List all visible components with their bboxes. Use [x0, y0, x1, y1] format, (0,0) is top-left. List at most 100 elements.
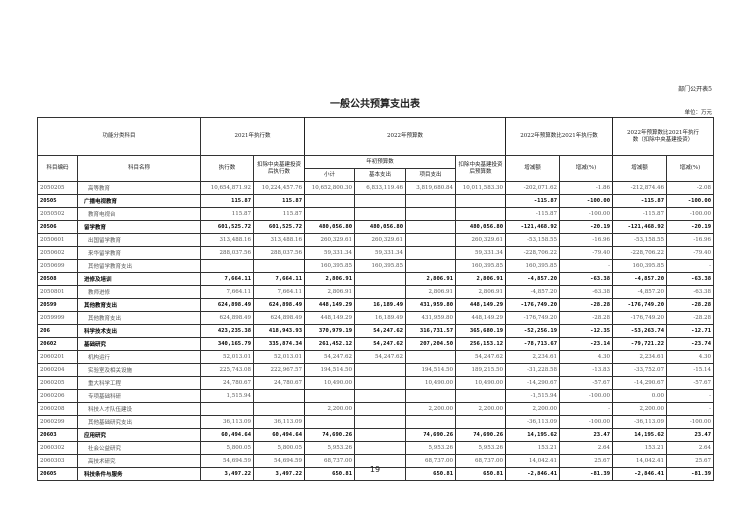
- row-name: 科学技术支出: [76, 324, 202, 338]
- table-row: 2050205 高等教育 10,654,871.92 10,224,457.76 10,…: [37, 181, 715, 195]
- row-value: 5,800.05: [253, 441, 306, 455]
- row-value: 5,800.05: [200, 441, 255, 455]
- row-value: 448,149.29: [304, 311, 356, 325]
- header-pct: 增减(%): [559, 155, 614, 182]
- row-value: -100.00: [666, 207, 715, 221]
- row-value: -63.38: [666, 272, 715, 286]
- row-value: -228,706.22: [612, 246, 668, 260]
- row-code: 2060302: [37, 441, 78, 455]
- row-value: -13.83: [559, 363, 614, 377]
- row-code: 20603: [37, 428, 78, 442]
- row-code: 2050502: [37, 207, 78, 221]
- row-value: 60,494.64: [200, 428, 255, 442]
- header-diff2: 增减额: [612, 155, 668, 182]
- row-value: -: [666, 402, 715, 416]
- row-name: 其他教育支出: [76, 311, 202, 325]
- row-code: 20599: [37, 298, 78, 312]
- budget-table: 功能分类科目 2021年执行数 2022年预算数 2022年预算数比2021年执…: [36, 117, 715, 481]
- row-value: 2,200.00: [304, 402, 356, 416]
- row-value: 260,329.61: [354, 233, 407, 247]
- row-value: 59,331.34: [304, 246, 356, 260]
- row-code: 2050601: [37, 233, 78, 247]
- table-row: 2060205 重大科学工程 24,780.67 24,780.67 10,490.00…: [37, 376, 715, 390]
- row-value: 480,056.80: [354, 220, 407, 234]
- row-value: 2,806.91: [455, 272, 507, 286]
- row-value: -78,713.67: [505, 337, 561, 351]
- row-value: -53,263.74: [612, 324, 668, 338]
- row-value: -63.38: [559, 285, 614, 299]
- table-row: 20602 基础研究 340,165.79 335,874.34 261,452.12 5…: [37, 337, 715, 351]
- row-value: [354, 285, 407, 299]
- row-value: 1,515.94: [200, 389, 255, 403]
- row-value: [354, 376, 407, 390]
- row-value: -53,158.55: [505, 233, 561, 247]
- row-value: 288,037.56: [200, 246, 255, 260]
- row-value: 624,898.49: [200, 311, 255, 325]
- row-value: 2,234.61: [505, 350, 561, 364]
- row-value: -212,874.46: [612, 181, 668, 195]
- row-name: 广播电视教育: [76, 194, 202, 208]
- row-value: 4.30: [559, 350, 614, 364]
- row-value: -15.14: [666, 363, 715, 377]
- row-value: -4,857.20: [505, 285, 561, 299]
- row-value: -79,721.22: [612, 337, 668, 351]
- row-value: 10,654,871.92: [200, 181, 255, 195]
- row-value: [253, 259, 306, 273]
- row-code: 20505: [37, 194, 78, 208]
- table-row: 20508 进修及培训 7,664.11 7,664.11 2,806.91 2,806.…: [37, 272, 715, 286]
- row-value: 10,224,457.76: [253, 181, 306, 195]
- row-value: 7,664.11: [253, 272, 306, 286]
- row-value: [455, 207, 507, 221]
- row-value: 207,204.50: [405, 337, 457, 351]
- row-value: -1,515.94: [505, 389, 561, 403]
- row-value: -28.28: [666, 298, 715, 312]
- row-value: [354, 415, 407, 429]
- row-value: -176,749.20: [612, 311, 668, 325]
- row-code: 20602: [37, 337, 78, 351]
- row-value: [304, 194, 356, 208]
- row-value: 10,490.00: [405, 376, 457, 390]
- row-value: -100.00: [666, 415, 715, 429]
- unit-label: 单位：万元: [684, 110, 712, 116]
- row-value: 313,488.16: [253, 233, 306, 247]
- row-name: 高等教育: [76, 181, 202, 195]
- table-row: 2050502 教育电视台 115.87 115.87 -115.87 -100.00 -1…: [37, 207, 715, 221]
- row-value: 418,943.93: [253, 324, 306, 338]
- row-value: 23.47: [666, 428, 715, 442]
- row-value: -100.00: [559, 389, 614, 403]
- row-value: -115.87: [505, 194, 561, 208]
- header-budget2022: 2022年预算数: [304, 117, 507, 156]
- row-value: 54,247.62: [304, 350, 356, 364]
- row-value: -202,071.62: [505, 181, 561, 195]
- table-row: 2060302 社会公益研究 5,800.05 5,800.05 5,953.26 5,9…: [37, 441, 715, 455]
- row-value: 54,247.62: [455, 350, 507, 364]
- header-project: 项目支出: [405, 168, 457, 182]
- row-value: 194,514.50: [304, 363, 356, 377]
- row-value: 601,525.72: [253, 220, 306, 234]
- row-value: -52,256.19: [505, 324, 561, 338]
- row-value: 2,806.91: [304, 285, 356, 299]
- row-value: 52,013.01: [253, 350, 306, 364]
- row-value: 2,200.00: [612, 402, 668, 416]
- row-code: 2050602: [37, 246, 78, 260]
- row-value: -115.87: [612, 194, 668, 208]
- row-value: 10,490.00: [455, 376, 507, 390]
- table-row: 2060303 高技术研究 54,694.59 54,694.59 68,737.00 6…: [37, 454, 715, 468]
- row-value: -100.00: [559, 207, 614, 221]
- header-annual: 年初预算数: [304, 155, 457, 169]
- row-value: [405, 350, 457, 364]
- row-value: [405, 259, 457, 273]
- row-name: 其他教育支出: [76, 298, 202, 312]
- header-cmp2: 2022年预算数比2021年执行数（扣除中央基建投资）: [612, 117, 715, 156]
- row-value: 153.21: [612, 441, 668, 455]
- table-row: 2060206 专项基础科研 1,515.94 -1,515.94 -100.00 0.0…: [37, 389, 715, 403]
- page-title: 一般公共预算支出表: [330, 99, 420, 110]
- row-value: [405, 415, 457, 429]
- table-row: 2059999 其他教育支出 624,898.49 624,898.49 448,149…: [37, 311, 715, 325]
- row-value: -33,752.07: [612, 363, 668, 377]
- row-value: -2.08: [666, 181, 715, 195]
- row-code: 2059999: [37, 311, 78, 325]
- row-value: -121,468.92: [505, 220, 561, 234]
- row-value: [354, 194, 407, 208]
- row-value: 3,819,680.84: [405, 181, 457, 195]
